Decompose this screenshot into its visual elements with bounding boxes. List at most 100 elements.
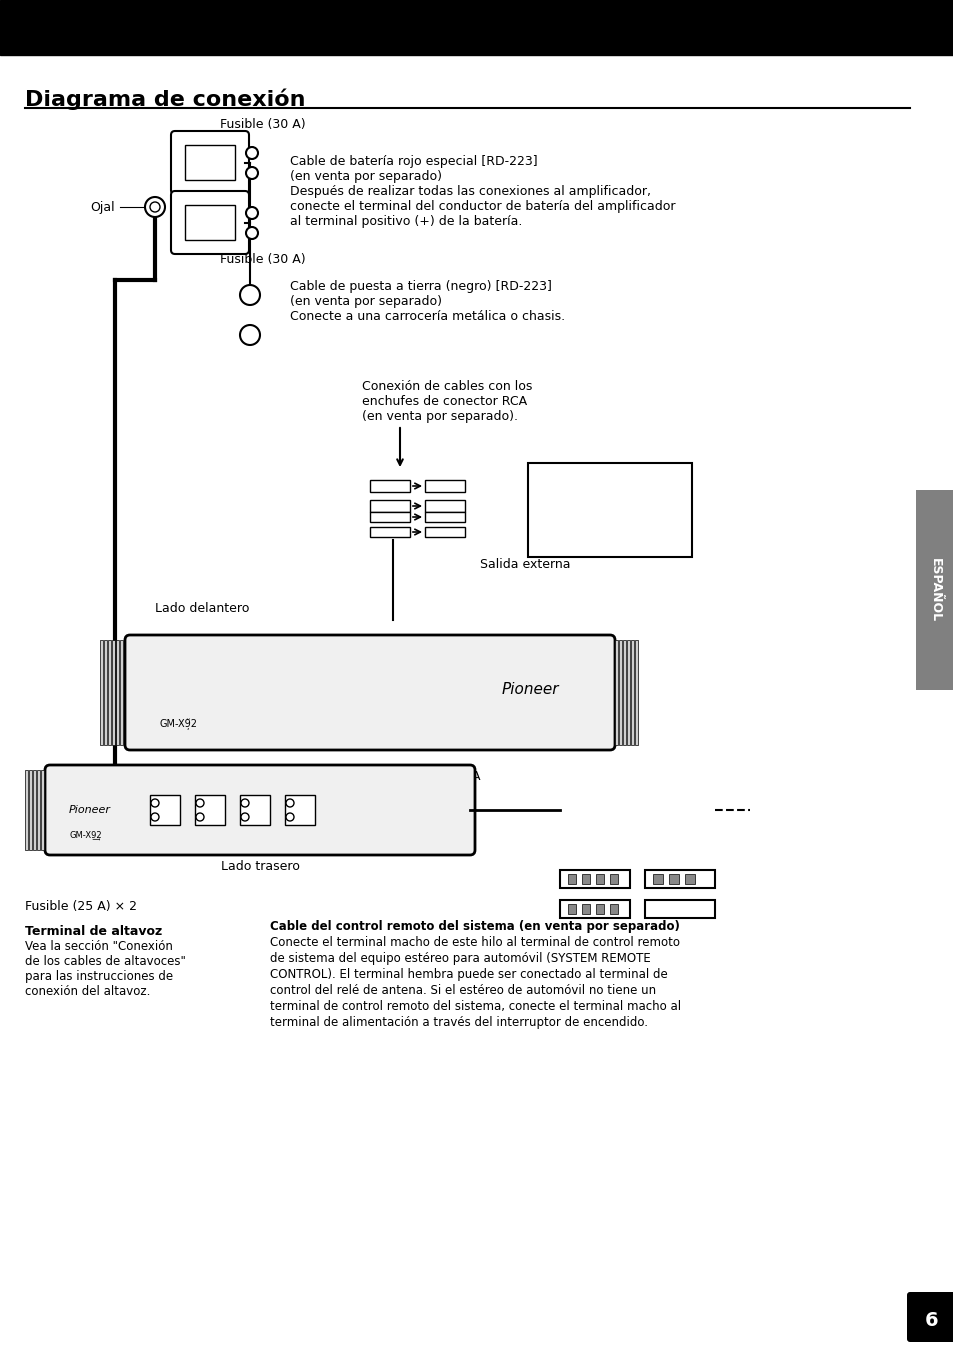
Bar [370, 480, 410, 492]
Bar [609, 904, 618, 915]
Text: Vea la sección "Conexión: Vea la sección "Conexión [25, 940, 172, 953]
Bar [635, 640, 638, 745]
Text: terminal de alimentación a través del interruptor de encendido.: terminal de alimentación a través del in… [270, 1016, 647, 1028]
Bar [285, 795, 314, 825]
Text: Salida externa: Salida externa [479, 558, 570, 570]
Bar [37, 770, 40, 850]
Bar [240, 795, 270, 825]
Text: 6: 6 [924, 1310, 938, 1329]
Text: Diagrama de conexión: Diagrama de conexión [25, 88, 305, 110]
Bar [626, 640, 629, 745]
Bar [424, 512, 464, 522]
Bar [185, 145, 234, 180]
Bar [567, 904, 576, 915]
Text: Conecte el terminal macho de este hilo al terminal de control remoto: Conecte el terminal macho de este hilo a… [270, 936, 679, 948]
Text: Estéreo de: Estéreo de [578, 472, 640, 485]
Bar [185, 205, 234, 240]
Bar [100, 640, 103, 745]
Bar [652, 874, 662, 883]
Bar [581, 904, 589, 915]
FancyBboxPatch shape [527, 463, 691, 557]
FancyBboxPatch shape [45, 766, 475, 855]
FancyBboxPatch shape [125, 635, 615, 751]
Circle shape [195, 799, 204, 808]
Text: Cable de batería rojo especial [RD-223]: Cable de batería rojo especial [RD-223] [290, 154, 537, 168]
Text: Conecte a una carrocería metálica o chasis.: Conecte a una carrocería metálica o chas… [290, 310, 564, 322]
Text: Cable del control remoto del sistema (en venta por separado): Cable del control remoto del sistema (en… [270, 920, 679, 934]
Bar [370, 527, 410, 537]
Text: Tomas de conector de entrada RCA: Tomas de conector de entrada RCA [259, 770, 479, 783]
Bar [104, 640, 107, 745]
Bar [618, 640, 621, 745]
Bar [112, 640, 115, 745]
Bar [0, 0, 953, 56]
Bar [424, 500, 464, 512]
Bar [596, 904, 603, 915]
Bar [25, 770, 28, 850]
Bar [120, 640, 123, 745]
Bar [596, 874, 603, 883]
Text: enchufes de conector RCA: enchufes de conector RCA [361, 396, 527, 408]
Text: ESPAÑOL: ESPAÑOL [927, 558, 941, 622]
Bar [644, 900, 714, 917]
FancyBboxPatch shape [171, 191, 249, 253]
Bar [194, 795, 225, 825]
FancyBboxPatch shape [915, 491, 953, 690]
Text: terminal de control remoto del sistema, conecte el terminal macho al: terminal de control remoto del sistema, … [270, 1000, 680, 1014]
Bar [559, 870, 629, 888]
Text: Terminal de altavoz: Terminal de altavoz [25, 925, 162, 938]
Text: para las instrucciones de: para las instrucciones de [25, 970, 172, 982]
Text: de sistema del equipo estéreo para automóvil (SYSTEM REMOTE: de sistema del equipo estéreo para autom… [270, 953, 650, 965]
Circle shape [246, 228, 257, 238]
Circle shape [246, 207, 257, 220]
Bar [644, 870, 714, 888]
Text: conecte el terminal del conductor de batería del amplificador: conecte el terminal del conductor de bat… [290, 201, 675, 213]
Circle shape [195, 813, 204, 821]
Text: Fusible (30 A): Fusible (30 A) [220, 118, 305, 131]
Bar [370, 500, 410, 512]
Text: Pioneer: Pioneer [69, 805, 111, 814]
Circle shape [286, 813, 294, 821]
Circle shape [246, 146, 257, 159]
Bar [668, 874, 679, 883]
Text: Conexión de cables con los: Conexión de cables con los [361, 379, 532, 393]
Bar [116, 640, 119, 745]
Text: GM-X9̦̆2: GM-X9̦̆2 [160, 718, 198, 730]
Circle shape [241, 799, 249, 808]
Bar [622, 640, 625, 745]
Bar [684, 874, 695, 883]
FancyBboxPatch shape [906, 1293, 953, 1341]
Text: Ojal: Ojal [91, 201, 115, 214]
Bar [370, 512, 410, 522]
Text: automóvil con: automóvil con [568, 486, 651, 500]
Bar [41, 770, 44, 850]
Text: tomas con conector: tomas con conector [551, 501, 668, 515]
Bar [150, 795, 180, 825]
Text: de salida RCA: de salida RCA [569, 518, 650, 530]
Text: Cable de puesta a tierra (negro) [RD-223]: Cable de puesta a tierra (negro) [RD-223… [290, 280, 551, 293]
Text: (en venta por separado): (en venta por separado) [290, 295, 441, 308]
Bar [581, 874, 589, 883]
Bar [559, 900, 629, 917]
Circle shape [240, 285, 260, 305]
Text: de los cables de altavoces": de los cables de altavoces" [25, 955, 186, 967]
Text: (en venta por separado).: (en venta por separado). [361, 411, 517, 423]
Text: conexión del altavoz.: conexión del altavoz. [25, 985, 151, 999]
Bar [29, 770, 32, 850]
Text: Fusible (30 A): Fusible (30 A) [220, 253, 305, 266]
Bar [33, 770, 36, 850]
Text: GM-X9͢2: GM-X9͢2 [70, 831, 103, 840]
Circle shape [150, 202, 160, 211]
Bar [630, 640, 634, 745]
Text: Pioneer: Pioneer [500, 683, 558, 698]
Circle shape [241, 813, 249, 821]
Bar [108, 640, 111, 745]
Text: al terminal positivo (+) de la batería.: al terminal positivo (+) de la batería. [290, 215, 522, 228]
Circle shape [240, 325, 260, 346]
Bar [609, 874, 618, 883]
Circle shape [145, 196, 165, 217]
Text: Lado delantero: Lado delantero [154, 602, 249, 615]
Bar [615, 640, 618, 745]
Text: control del relé de antena. Si el estéreo de automóvil no tiene un: control del relé de antena. Si el estére… [270, 984, 656, 997]
Bar [424, 480, 464, 492]
